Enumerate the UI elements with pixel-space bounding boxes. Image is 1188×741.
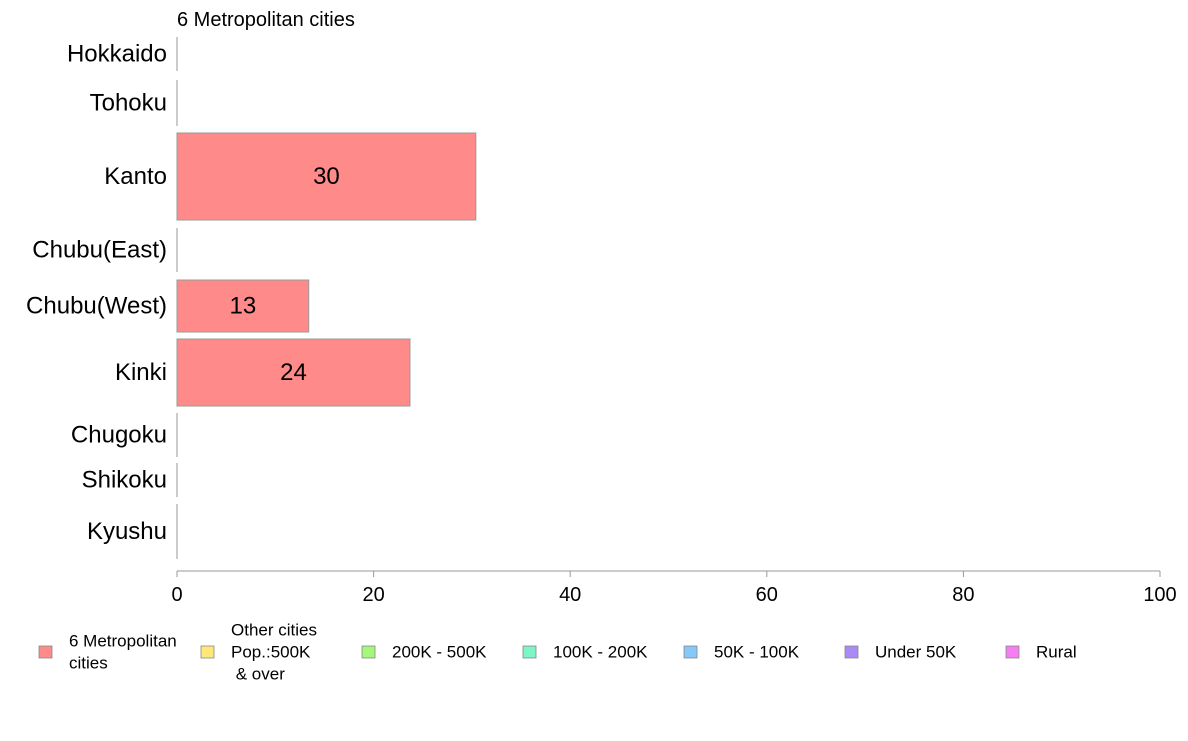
- x-tick-label: 40: [559, 584, 581, 606]
- category-label: Chubu(West): [26, 293, 167, 320]
- legend-item: Under 50K: [844, 643, 957, 662]
- legend-item: 100K - 200K: [522, 643, 648, 662]
- category-label: Kanto: [104, 163, 167, 190]
- legend-item: 200K - 500K: [361, 643, 487, 662]
- legend-swatch: [361, 645, 376, 659]
- legend-item: 6 Metropolitan cities: [38, 632, 177, 673]
- category-label: Hokkaido: [67, 41, 167, 68]
- legend-label: 200K - 500K: [392, 643, 487, 662]
- bars: 30 13 24: [176, 132, 477, 407]
- chart-title: 6 Metropolitan cities: [177, 9, 355, 31]
- category-label: Chugoku: [71, 422, 167, 449]
- category-label: Kinki: [115, 359, 167, 386]
- x-tick-label: 100: [1143, 584, 1176, 606]
- legend: 6 Metropolitan cities Other cities Pop.:500…: [38, 621, 1077, 684]
- legend-swatch: [38, 645, 53, 659]
- bar-value-label: 30: [313, 163, 340, 190]
- x-tick-label: 80: [952, 584, 974, 606]
- legend-swatch: [683, 645, 698, 659]
- legend-swatch: [844, 645, 859, 659]
- x-tick-label: 20: [362, 584, 384, 606]
- legend-item: Rural: [1005, 643, 1077, 662]
- legend-label: Other cities Pop.:500K & over: [231, 621, 317, 684]
- legend-swatch: [200, 645, 215, 659]
- legend-label: Under 50K: [875, 643, 957, 662]
- category-label: Shikoku: [82, 467, 167, 494]
- legend-swatch: [1005, 645, 1020, 659]
- legend-item: Other cities Pop.:500K & over: [200, 621, 317, 684]
- bar: [176, 132, 477, 221]
- bar: [176, 279, 310, 333]
- category-label: Tohoku: [90, 90, 167, 117]
- bar: [176, 338, 411, 407]
- category-label: Kyushu: [87, 518, 167, 545]
- legend-label: Rural: [1036, 643, 1077, 662]
- x-tick-label: 0: [171, 584, 182, 606]
- legend-item: 50K - 100K: [683, 643, 800, 662]
- legend-swatch: [522, 645, 537, 659]
- x-axis: 0 20 40 60 80 100: [171, 570, 1177, 606]
- legend-label: 100K - 200K: [553, 643, 648, 662]
- x-tick-label: 60: [756, 584, 778, 606]
- bar-value-label: 24: [280, 359, 307, 386]
- legend-label: 50K - 100K: [714, 643, 800, 662]
- legend-label: 6 Metropolitan cities: [69, 632, 177, 673]
- category-label: Chubu(East): [32, 237, 167, 264]
- bar-value-label: 13: [230, 293, 257, 320]
- category-labels: Hokkaido Tohoku Kanto Chubu(East) Chubu(West…: [26, 41, 167, 546]
